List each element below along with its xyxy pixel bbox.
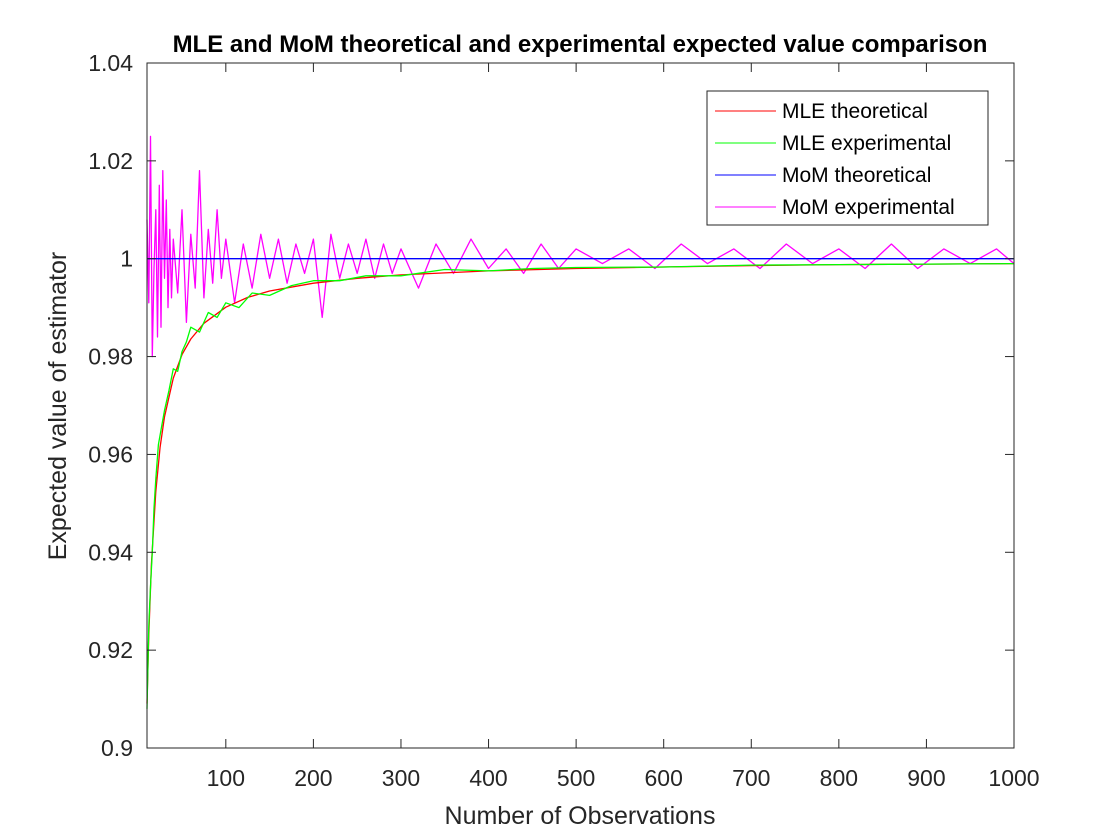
- x-tick-label: 500: [557, 765, 595, 791]
- y-tick-label: 1.04: [88, 50, 133, 76]
- chart-title: MLE and MoM theoretical and experimental…: [173, 31, 988, 58]
- legend: MLE theoretical MLE experimental MoM the…: [706, 90, 989, 226]
- mom-experimental-line: [146, 135, 1015, 358]
- mle-experimental-line: [146, 262, 1015, 709]
- y-axis-label: Expected value of estimator: [44, 252, 72, 561]
- y-tick-label: 0.98: [88, 344, 133, 370]
- series-layer: [146, 135, 1015, 709]
- x-tick-label: 800: [820, 765, 858, 791]
- y-tick-label: 0.9: [101, 735, 133, 761]
- x-tick-label: 200: [294, 765, 332, 791]
- legend-label-mle-theoretical: MLE theoretical: [782, 100, 928, 123]
- legend-label-mom-experimental: MoM experimental: [782, 196, 955, 219]
- legend-box: [706, 90, 989, 226]
- x-axis: 100 200 300 400 500 600 700 800 900 1000: [207, 63, 1040, 791]
- y-tick-label: 0.92: [88, 637, 133, 663]
- x-tick-label: 1000: [988, 765, 1039, 791]
- axes-box: [146, 62, 1015, 749]
- y-axis: 0.9 0.92 0.94 0.96 0.98 1 1.02 1.04: [88, 50, 1014, 761]
- x-tick-label: 100: [207, 765, 245, 791]
- x-tick-label: 400: [469, 765, 507, 791]
- x-tick-label: 900: [907, 765, 945, 791]
- x-tick-label: 700: [732, 765, 770, 791]
- x-tick-label: 600: [645, 765, 683, 791]
- legend-label-mle-experimental: MLE experimental: [782, 132, 951, 155]
- y-tick-label: 0.96: [88, 441, 133, 467]
- y-tick-label: 0.94: [88, 539, 133, 565]
- x-axis-label: Number of Observations: [445, 802, 716, 830]
- legend-label-mom-theoretical: MoM theoretical: [782, 164, 931, 187]
- y-tick-label: 1.02: [88, 148, 133, 174]
- x-tick-label: 300: [382, 765, 420, 791]
- y-tick-label: 1: [120, 246, 133, 272]
